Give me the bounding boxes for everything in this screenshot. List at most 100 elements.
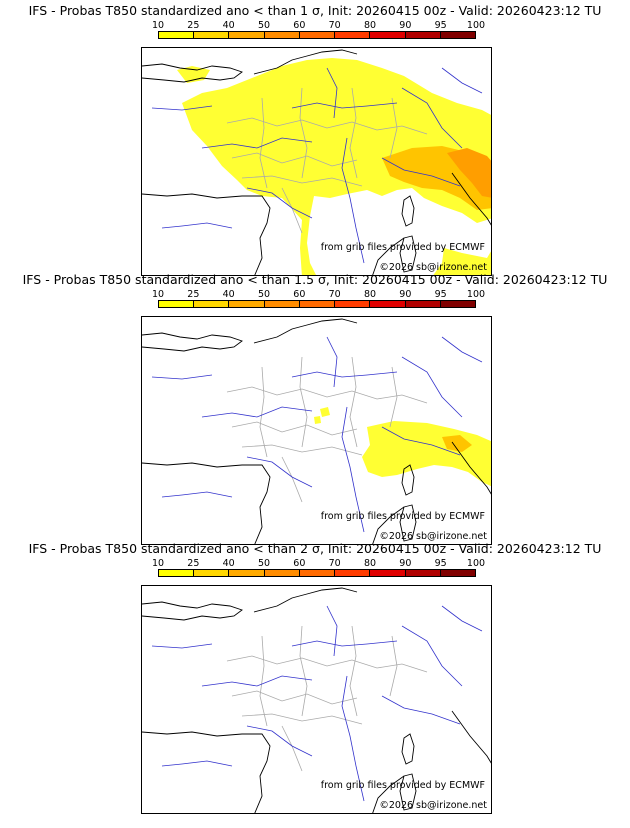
- river: [442, 606, 482, 631]
- colorbar-segment: [335, 570, 370, 576]
- colorbar-segment: [265, 301, 300, 307]
- admin-border: [300, 357, 307, 447]
- river: [292, 372, 397, 377]
- coastline: [452, 711, 492, 766]
- colorbar-tick-label: 100: [467, 20, 485, 31]
- panel-title: IFS - Probas T850 standardized ano < tha…: [0, 541, 630, 556]
- colorbar-segment: [370, 301, 405, 307]
- colorbar-tick-label: 40: [223, 20, 235, 31]
- colorbar-segment: [229, 32, 264, 38]
- colorbar-tick-label: 10: [152, 289, 164, 300]
- colorbar-tick-label: 10: [152, 558, 164, 569]
- source-credit: from grib files provided by ECMWF: [321, 511, 485, 522]
- colorbar-segment: [335, 301, 370, 307]
- colorbar: [158, 31, 476, 39]
- map-panel: IFS - Probas T850 standardized ano < tha…: [0, 0, 630, 276]
- river: [327, 337, 337, 387]
- colorbar-tick-label: 70: [329, 289, 341, 300]
- admin-border: [260, 636, 267, 726]
- panel-title: IFS - Probas T850 standardized ano < tha…: [0, 3, 630, 18]
- coastline: [142, 463, 270, 545]
- colorbar-tick-label: 100: [467, 289, 485, 300]
- colorbar-tick-label: 95: [435, 289, 447, 300]
- admin-border: [282, 726, 302, 771]
- colorbar-tick-label: 50: [258, 558, 270, 569]
- colorbar-segment: [300, 570, 335, 576]
- colorbar-tick-label: 25: [187, 20, 199, 31]
- colorbar: [158, 569, 476, 577]
- probability-area-10-25: [314, 416, 321, 424]
- colorbar-tick-label: 40: [223, 558, 235, 569]
- colorbar-segment: [159, 301, 194, 307]
- colorbar-tick-label: 50: [258, 289, 270, 300]
- source-credit: from grib files provided by ECMWF: [321, 242, 485, 253]
- colorbar-tick-label: 25: [187, 289, 199, 300]
- admin-border: [350, 357, 357, 447]
- colorbar-segment: [265, 570, 300, 576]
- coastline: [142, 194, 270, 276]
- map-panel: IFS - Probas T850 standardized ano < tha…: [0, 538, 630, 814]
- colorbar-segment: [194, 570, 229, 576]
- colorbar-tick-label: 70: [329, 558, 341, 569]
- colorbar-tick-label: 60: [293, 289, 305, 300]
- colorbar-tick-label: 80: [364, 20, 376, 31]
- admin-border: [232, 691, 357, 704]
- colorbar-segment: [159, 32, 194, 38]
- colorbar-tick-label: 90: [399, 20, 411, 31]
- copyright-credit: ©2026 sb@irizone.net: [379, 800, 487, 811]
- colorbar-segment: [406, 301, 441, 307]
- corsica-coastline: [402, 734, 414, 764]
- colorbar-labels: 10 25 40 50 60 70 80 90 95 100: [158, 289, 476, 299]
- source-credit: from grib files provided by ECMWF: [321, 780, 485, 791]
- colorbar-tick-label: 50: [258, 20, 270, 31]
- colorbar-tick-label: 95: [435, 558, 447, 569]
- admin-border: [350, 626, 357, 716]
- colorbar-segment: [194, 32, 229, 38]
- colorbar-tick-label: 95: [435, 20, 447, 31]
- colorbar-segment: [265, 32, 300, 38]
- river: [152, 375, 212, 379]
- colorbar-segment: [406, 570, 441, 576]
- colorbar-segment: [370, 32, 405, 38]
- coastline: [142, 732, 270, 814]
- admin-border: [282, 457, 302, 502]
- river: [292, 641, 397, 646]
- river: [442, 337, 482, 362]
- colorbar-labels: 10 25 40 50 60 70 80 90 95 100: [158, 558, 476, 568]
- river: [202, 407, 312, 417]
- admin-border: [300, 626, 307, 716]
- river: [247, 726, 312, 756]
- colorbar: [158, 300, 476, 308]
- probability-area-10-25: [320, 407, 330, 417]
- colorbar-tick-label: 60: [293, 20, 305, 31]
- river: [382, 696, 460, 724]
- colorbar-segment: [406, 32, 441, 38]
- coastline: [254, 319, 357, 343]
- colorbar-tick-label: 70: [329, 20, 341, 31]
- colorbar-segment: [300, 32, 335, 38]
- coastline: [254, 588, 357, 612]
- river: [152, 644, 212, 648]
- river: [162, 492, 232, 497]
- river: [162, 761, 232, 766]
- colorbar-tick-label: 80: [364, 558, 376, 569]
- coastline: [142, 333, 242, 351]
- colorbar-segment: [441, 570, 475, 576]
- map-frame: from grib files provided by ECMWF ©2026 s…: [141, 47, 492, 276]
- corsica-coastline: [402, 196, 414, 226]
- map-frame: from grib files provided by ECMWF ©2026 s…: [141, 585, 492, 814]
- colorbar-tick-label: 40: [223, 289, 235, 300]
- colorbar-tick-label: 100: [467, 558, 485, 569]
- colorbar-segment: [229, 301, 264, 307]
- river: [247, 457, 312, 487]
- panel-title: IFS - Probas T850 standardized ano < tha…: [0, 272, 630, 287]
- colorbar-labels: 10 25 40 50 60 70 80 90 95 100: [158, 20, 476, 30]
- river: [402, 357, 462, 417]
- admin-border: [232, 422, 357, 435]
- map-panel: IFS - Probas T850 standardized ano < tha…: [0, 269, 630, 545]
- colorbar-segment: [194, 301, 229, 307]
- colorbar-segment: [441, 301, 475, 307]
- admin-border: [260, 367, 267, 457]
- probability-area-10-25: [362, 421, 492, 487]
- river: [202, 676, 312, 686]
